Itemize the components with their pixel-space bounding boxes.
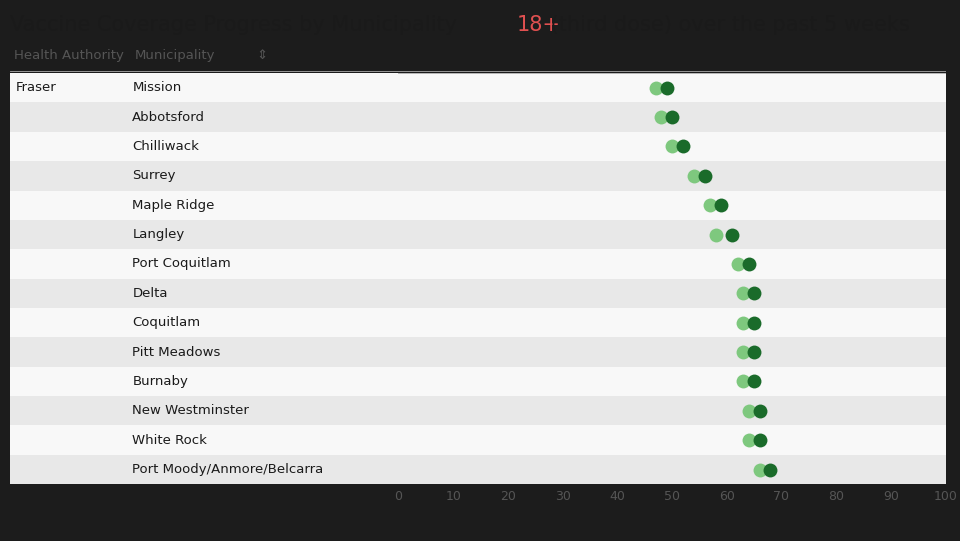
Bar: [10, 455, 130, 484]
Point: [725, 230, 740, 239]
Point: [675, 142, 690, 151]
Point: [752, 465, 767, 474]
Point: [741, 406, 756, 415]
Point: [703, 201, 718, 209]
Bar: [398, 249, 946, 279]
Bar: [10, 73, 130, 102]
Bar: [10, 308, 130, 338]
Point: [747, 348, 762, 357]
Bar: [10, 338, 130, 367]
Text: Municipality: Municipality: [134, 49, 215, 62]
Bar: [398, 396, 946, 425]
Text: Maple Ridge: Maple Ridge: [132, 199, 215, 212]
Point: [747, 318, 762, 327]
Text: Health Authority: Health Authority: [14, 49, 124, 62]
Text: Port Coquitlam: Port Coquitlam: [132, 258, 231, 270]
Point: [708, 230, 724, 239]
Bar: [130, 425, 398, 455]
Bar: [10, 190, 130, 220]
Point: [763, 465, 779, 474]
Point: [735, 318, 751, 327]
Bar: [130, 132, 398, 161]
Text: ⇕: ⇕: [256, 49, 267, 62]
Point: [747, 289, 762, 298]
Bar: [398, 425, 946, 455]
Bar: [10, 132, 130, 161]
Bar: [130, 367, 398, 396]
Point: [664, 113, 680, 121]
Bar: [10, 161, 130, 190]
Text: New Westminster: New Westminster: [132, 404, 250, 417]
Bar: [130, 338, 398, 367]
Text: Fraser: Fraser: [15, 81, 57, 94]
Bar: [398, 102, 946, 132]
Bar: [130, 161, 398, 190]
Text: Port Moody/Anmore/Belcarra: Port Moody/Anmore/Belcarra: [132, 463, 324, 476]
Bar: [130, 396, 398, 425]
Bar: [398, 161, 946, 190]
Text: Coquitlam: Coquitlam: [132, 316, 201, 329]
Text: (third dose) over the past 5 weeks: (third dose) over the past 5 weeks: [544, 15, 910, 35]
Bar: [130, 455, 398, 484]
Point: [648, 83, 663, 92]
Bar: [130, 102, 398, 132]
Bar: [130, 73, 398, 102]
Bar: [10, 279, 130, 308]
Bar: [10, 220, 130, 249]
Point: [741, 260, 756, 268]
Text: Mission: Mission: [132, 81, 181, 94]
Bar: [130, 190, 398, 220]
Bar: [398, 308, 946, 338]
Text: Langley: Langley: [132, 228, 184, 241]
Bar: [10, 396, 130, 425]
Bar: [398, 190, 946, 220]
Point: [741, 436, 756, 445]
Bar: [398, 338, 946, 367]
Text: Vaccine Coverage Progress by Municipality: Vaccine Coverage Progress by Municipalit…: [10, 15, 469, 35]
Point: [654, 113, 669, 121]
Bar: [130, 249, 398, 279]
Point: [735, 377, 751, 386]
Point: [659, 83, 674, 92]
Bar: [398, 132, 946, 161]
Point: [686, 171, 702, 180]
Point: [713, 201, 729, 209]
Point: [735, 289, 751, 298]
Text: Delta: Delta: [132, 287, 168, 300]
Text: Burnaby: Burnaby: [132, 375, 188, 388]
Point: [747, 377, 762, 386]
Text: Chilliwack: Chilliwack: [132, 140, 199, 153]
Point: [752, 406, 767, 415]
Text: Pitt Meadows: Pitt Meadows: [132, 346, 221, 359]
Text: 18+: 18+: [516, 15, 561, 35]
Point: [730, 260, 745, 268]
Bar: [10, 367, 130, 396]
Bar: [130, 220, 398, 249]
Bar: [10, 102, 130, 132]
Text: Surrey: Surrey: [132, 169, 176, 182]
Bar: [398, 279, 946, 308]
Point: [752, 436, 767, 445]
Bar: [130, 308, 398, 338]
Bar: [398, 73, 946, 102]
Text: Abbotsford: Abbotsford: [132, 110, 205, 123]
Point: [664, 142, 680, 151]
Text: White Rock: White Rock: [132, 434, 207, 447]
Bar: [398, 455, 946, 484]
Bar: [130, 279, 398, 308]
Bar: [10, 425, 130, 455]
Point: [735, 348, 751, 357]
Bar: [398, 220, 946, 249]
Bar: [10, 249, 130, 279]
Bar: [398, 367, 946, 396]
Point: [697, 171, 712, 180]
